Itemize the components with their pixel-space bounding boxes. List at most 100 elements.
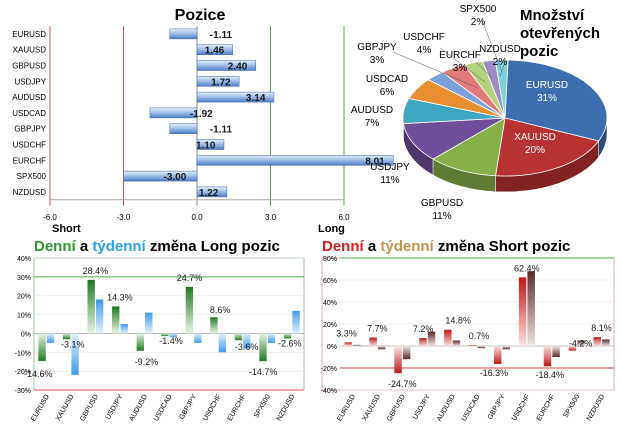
category-label: EURCHF <box>227 394 248 423</box>
data-label: -18.4% <box>535 370 564 380</box>
category-label: XAUUSD <box>55 394 76 423</box>
positions-title: Pozice <box>175 7 226 24</box>
data-label: 24.7% <box>177 273 203 283</box>
pie-label: SPX500 <box>460 4 497 15</box>
title-tydenni: týdenní <box>92 238 146 255</box>
pie-leader-line <box>475 61 493 79</box>
data-label: -2.6% <box>278 338 302 348</box>
position-bar <box>196 44 234 55</box>
pie-value-label: 31% <box>537 93 557 104</box>
change-bar <box>71 333 79 375</box>
position-value-label: 1.10 <box>196 141 216 152</box>
pie-value-label: 7% <box>365 118 380 129</box>
change-bar <box>259 333 267 362</box>
y-tick-label: 60% <box>323 278 337 285</box>
category-label: GBPUSD <box>79 394 100 423</box>
change-bar <box>120 324 128 334</box>
data-label: 14.8% <box>445 316 471 326</box>
y-tick-label: -10% <box>15 350 31 357</box>
change-bar <box>185 286 194 334</box>
title-rest: změna Long pozic <box>145 238 280 255</box>
change-bar <box>344 342 352 346</box>
position-bar <box>196 91 275 103</box>
data-label: -3.1% <box>61 339 85 349</box>
change-bar <box>419 338 427 346</box>
y-tick-label: 30% <box>17 275 31 282</box>
category-label: GBPJPY <box>14 125 46 134</box>
change-bar <box>267 333 276 343</box>
pie-leader-line <box>439 47 486 83</box>
category-label: EURUSD <box>336 394 357 423</box>
category-label: SPX500 <box>17 172 47 181</box>
y-tick-label: 40% <box>323 300 337 307</box>
category-label: USDJPY <box>105 393 125 421</box>
pie-label: AUDUSD <box>351 105 393 116</box>
data-label: 14.3% <box>107 292 133 302</box>
change-bar <box>518 277 527 346</box>
change-bar <box>145 312 153 334</box>
change-bar <box>394 346 402 374</box>
position-bar <box>149 107 198 119</box>
category-label: SPX500 <box>253 393 272 419</box>
change-bar <box>469 345 477 347</box>
pie-value-label: 2% <box>471 17 486 28</box>
position-value-label: -1.11 <box>210 30 233 41</box>
x-tick-label: 3.0 <box>265 213 277 222</box>
y-tick-label: 10% <box>17 313 31 320</box>
data-label: -14.7% <box>249 367 278 377</box>
category-label: GBPJPY <box>178 393 198 421</box>
position-bar <box>196 186 228 198</box>
y-tick-label: -20% <box>15 369 31 376</box>
change-bar <box>602 339 610 346</box>
change-bar <box>46 333 55 343</box>
change-bar <box>87 279 95 334</box>
data-label: 28.4% <box>83 266 109 276</box>
category-label: USDCHF <box>202 394 223 423</box>
title-denni: Denní <box>34 238 76 255</box>
change-bar <box>210 317 218 334</box>
position-value-label: 8.01 <box>365 156 385 167</box>
data-label: 7.2% <box>413 324 434 334</box>
position-value-label: -1.92 <box>190 109 213 120</box>
pie-value-label: 11% <box>380 175 399 186</box>
data-label: -3.6% <box>235 342 259 352</box>
change-bar <box>169 333 177 338</box>
data-label: 3.3% <box>336 328 357 338</box>
change-bar <box>452 340 461 346</box>
change-bar <box>543 346 552 367</box>
category-label: AUDUSD <box>128 394 149 423</box>
pie-label: USDCHF <box>403 32 445 43</box>
data-label: -1.4% <box>159 336 183 346</box>
pie-value-label: 6% <box>380 87 395 98</box>
position-value-label: -3.00 <box>164 172 187 183</box>
long-axis-label: Long <box>318 223 345 235</box>
y-tick-label: 20% <box>323 322 337 329</box>
change-bar <box>38 333 46 361</box>
change-bar <box>62 333 71 340</box>
change-bar <box>402 346 411 360</box>
title-denni: Denní <box>322 238 364 255</box>
data-label: 8.6% <box>210 305 231 315</box>
change-bar <box>377 346 386 350</box>
pie-slice <box>495 117 600 177</box>
change-bar <box>593 337 602 346</box>
position-value-label: 1.72 <box>211 77 231 88</box>
category-label: AUDUSD <box>436 394 457 423</box>
pie-value-label: 11% <box>432 211 451 222</box>
category-label: EURCHF <box>13 156 46 165</box>
data-label: 0.7% <box>469 331 490 341</box>
change-bar <box>577 340 585 346</box>
category-label: USDCAD <box>153 394 174 423</box>
pie-title-line: pozic <box>520 43 558 60</box>
position-value-label: 1.46 <box>205 46 225 57</box>
position-bar <box>196 155 394 166</box>
change-bar <box>292 310 300 334</box>
change-bar <box>493 346 502 364</box>
category-label: USDCAD <box>461 394 482 423</box>
category-label: SPX500 <box>562 393 581 419</box>
pie-label: GBPJPY <box>357 42 397 53</box>
position-bar <box>169 123 198 134</box>
position-bar <box>169 28 198 40</box>
y-tick-label: -30% <box>15 388 31 395</box>
y-tick-label: 80% <box>323 256 337 263</box>
